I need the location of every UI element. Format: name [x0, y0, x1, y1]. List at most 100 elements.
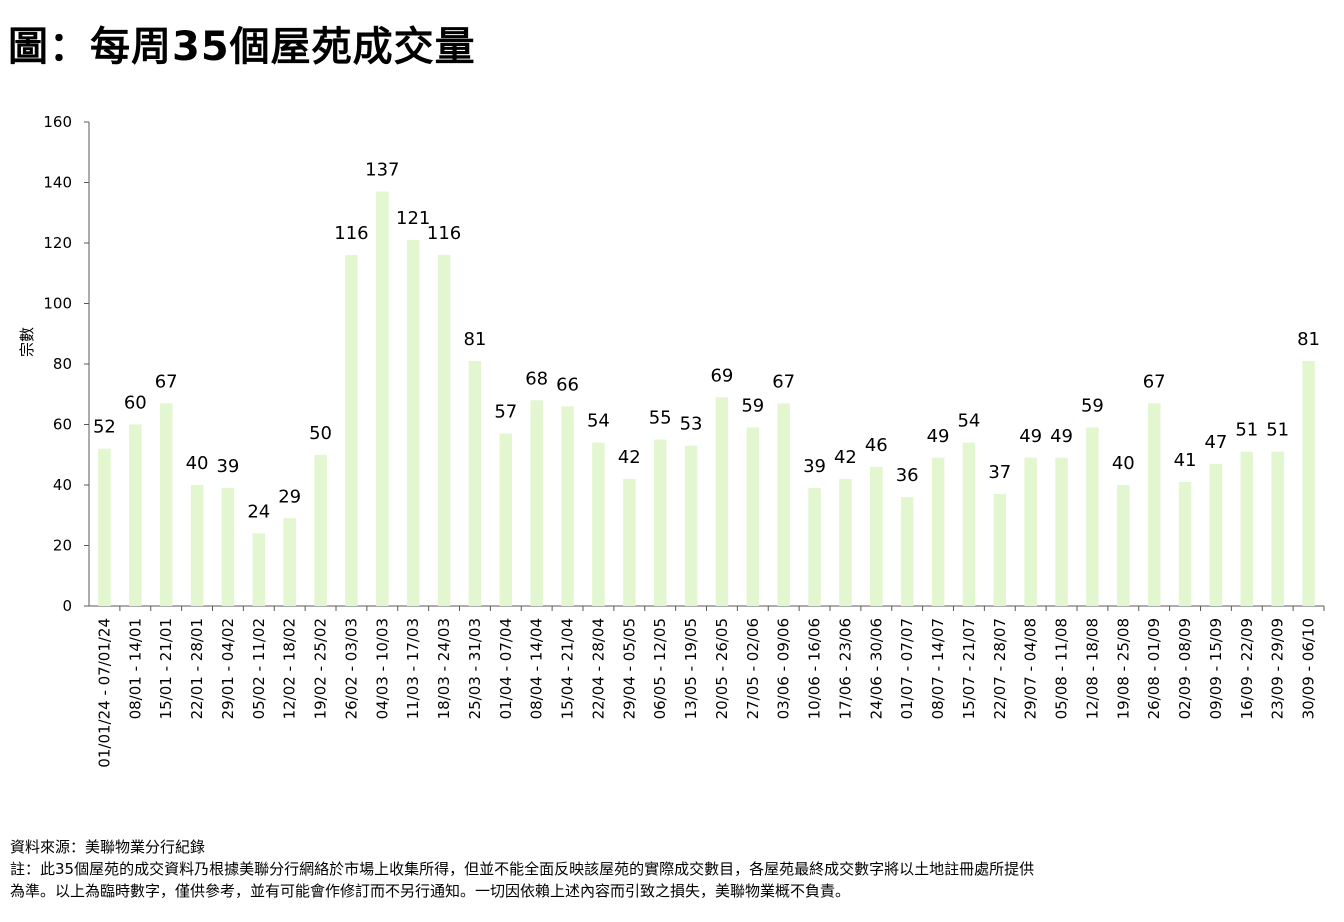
- x-tick-label: 02/09 - 08/09: [1176, 618, 1194, 719]
- bar: [345, 255, 358, 606]
- bar: [1240, 451, 1254, 606]
- x-tick-label: 01/07 - 07/07: [898, 618, 916, 719]
- bar: [808, 488, 821, 606]
- data-label: 40: [1112, 453, 1135, 474]
- bar: [1147, 403, 1161, 606]
- x-tick-label: 01/01/24 - 07/01/24: [95, 618, 113, 768]
- x-tick-label: 29/01 - 04/02: [219, 618, 237, 719]
- bar: [746, 427, 760, 606]
- y-ticks: 0 20 40 60 80 100 120 140 160: [43, 113, 89, 615]
- x-tick-label: 01/04 - 07/04: [497, 618, 515, 719]
- bar: [1302, 360, 1315, 606]
- footer: 資料來源：美聯物業分行紀錄 註：此35個屋苑的成交資料乃根據美聯分行網絡於市場上…: [10, 836, 1034, 902]
- bar: [1024, 457, 1037, 606]
- x-tick-label: 12/08 - 18/08: [1083, 618, 1101, 719]
- x-tick-label: 20/05 - 26/05: [713, 618, 731, 719]
- data-label: 50: [309, 423, 332, 444]
- data-label: 49: [927, 426, 950, 447]
- x-tick-label: 09/09 - 15/09: [1207, 618, 1225, 719]
- data-label: 67: [155, 371, 178, 392]
- bar: [993, 494, 1007, 606]
- bar: [931, 457, 945, 606]
- data-label: 42: [618, 447, 641, 468]
- x-axis: 01/01/24 - 07/01/24 08/01 - 14/01 15/01 - …: [89, 605, 1325, 768]
- y-axis: 0 20 40 60 80 100 120 140 160 宗數: [18, 113, 90, 615]
- bar: [221, 488, 235, 606]
- bar: [561, 406, 574, 606]
- y-axis-label: 宗數: [18, 327, 36, 357]
- y-tick-label: 120: [43, 234, 72, 252]
- data-label: 81: [1297, 329, 1320, 350]
- bar: [1086, 427, 1099, 606]
- y-tick-label: 80: [53, 355, 72, 373]
- bar: [129, 424, 142, 606]
- bar: [98, 448, 111, 606]
- x-tick-label: 15/04 - 21/04: [559, 618, 577, 719]
- data-label: 67: [1143, 371, 1166, 392]
- x-tick-label: 16/09 - 22/09: [1238, 618, 1256, 719]
- bar: [252, 533, 266, 606]
- x-tick-label: 19/02 - 25/02: [312, 618, 330, 719]
- x-tick-label: 06/05 - 12/05: [651, 618, 669, 719]
- bar: [314, 454, 327, 606]
- data-label: 49: [1050, 426, 1073, 447]
- data-label: 67: [772, 371, 795, 392]
- bar: [376, 191, 389, 606]
- data-label: 29: [278, 486, 301, 507]
- data-label: 57: [494, 402, 517, 423]
- data-label: 59: [1081, 396, 1104, 417]
- data-label: 137: [365, 160, 399, 181]
- data-label: 41: [1174, 450, 1197, 471]
- data-label: 60: [124, 393, 147, 414]
- data-label: 47: [1204, 432, 1227, 453]
- x-tick-label: 26/02 - 03/03: [342, 618, 360, 719]
- x-ticks: 01/01/24 - 07/01/24 08/01 - 14/01 15/01 - …: [95, 606, 1325, 768]
- y-tick-label: 40: [53, 476, 72, 494]
- data-label: 54: [957, 411, 980, 432]
- data-label: 116: [427, 223, 461, 244]
- bar: [715, 397, 729, 606]
- x-tick-label: 25/03 - 31/03: [466, 618, 484, 719]
- bar: [870, 466, 883, 606]
- data-label: 51: [1235, 420, 1258, 441]
- bar: [1055, 457, 1068, 606]
- data-label: 49: [1019, 426, 1042, 447]
- bar: [900, 497, 914, 606]
- data-label: 40: [186, 453, 209, 474]
- bar: [190, 485, 204, 606]
- bar: [1209, 463, 1223, 606]
- bars: [98, 191, 1315, 606]
- data-label: 81: [463, 329, 486, 350]
- x-tick-label: 08/04 - 14/04: [528, 618, 546, 719]
- x-tick-label: 18/03 - 24/03: [435, 618, 453, 719]
- x-tick-label: 24/06 - 30/06: [867, 618, 885, 719]
- chart-title: 圖：每周35個屋苑成交量: [8, 24, 476, 70]
- y-tick-label: 20: [53, 537, 72, 555]
- bar: [1117, 485, 1130, 606]
- x-tick-label: 15/01 - 21/01: [157, 618, 175, 719]
- bar: [159, 403, 173, 606]
- x-tick-label: 22/01 - 28/01: [188, 618, 206, 719]
- data-label: 55: [649, 408, 672, 429]
- x-tick-label: 04/03 - 10/03: [373, 618, 391, 719]
- x-tick-label: 10/06 - 16/06: [806, 618, 824, 719]
- data-label: 42: [834, 447, 857, 468]
- x-tick-label: 23/09 - 29/09: [1269, 618, 1287, 719]
- x-tick-label: 08/07 - 14/07: [929, 618, 947, 719]
- bar: [499, 433, 513, 606]
- bar: [1178, 481, 1192, 606]
- data-label: 39: [216, 456, 239, 477]
- data-label: 36: [896, 465, 919, 486]
- data-label: 51: [1266, 420, 1289, 441]
- data-label: 53: [680, 414, 703, 435]
- note-line-1: 註：此35個屋苑的成交資料乃根據美聯分行網絡於市場上收集所得，但並不能全面反映該…: [10, 860, 1035, 878]
- x-tick-label: 27/05 - 02/06: [744, 618, 762, 719]
- x-tick-label: 22/04 - 28/04: [589, 618, 607, 719]
- y-tick-label: 60: [53, 416, 72, 434]
- x-tick-label: 26/08 - 01/09: [1145, 618, 1163, 719]
- bar: [962, 442, 976, 606]
- bar: [468, 360, 482, 606]
- y-tick-label: 140: [43, 174, 72, 192]
- x-tick-label: 29/04 - 05/05: [620, 618, 638, 719]
